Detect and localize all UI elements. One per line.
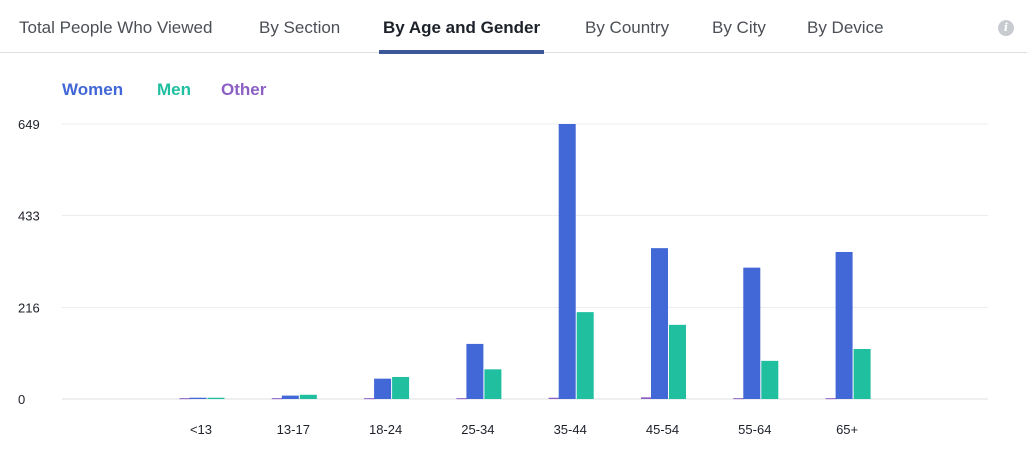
bar-men[interactable]: [853, 349, 871, 399]
bar-other[interactable]: [179, 398, 191, 400]
bar-women[interactable]: [466, 343, 484, 399]
tab-by-section[interactable]: By Section: [259, 18, 341, 37]
bar-men[interactable]: [299, 394, 317, 399]
legend-other[interactable]: Other: [221, 80, 267, 99]
bar-women[interactable]: [374, 378, 392, 399]
bar-men[interactable]: [392, 376, 410, 399]
legend-men[interactable]: Men: [157, 80, 191, 99]
bar-other[interactable]: [271, 398, 283, 400]
bar-other[interactable]: [548, 397, 560, 399]
tab-total-people-who-viewed[interactable]: Total People Who Viewed: [19, 18, 213, 37]
tab-by-device[interactable]: By Device: [807, 18, 884, 37]
x-category-label: 35-44: [554, 422, 587, 437]
x-category-label: <13: [190, 422, 212, 437]
y-tick-label: 649: [18, 117, 40, 132]
x-category-label: 55-64: [738, 422, 771, 437]
bar-men[interactable]: [669, 324, 686, 399]
y-tick-label: 216: [18, 300, 40, 315]
x-category-label: 18-24: [369, 422, 402, 437]
x-category-label: 45-54: [646, 422, 679, 437]
info-icon[interactable]: i: [998, 20, 1014, 36]
tab-by-country[interactable]: By Country: [585, 18, 670, 37]
tab-bar: Total People Who Viewed By Section By Ag…: [0, 0, 1027, 54]
bar-men[interactable]: [207, 397, 225, 399]
y-tick-label: 433: [18, 209, 40, 224]
tab-by-age-and-gender[interactable]: By Age and Gender: [378, 0, 545, 54]
y-tick-label: 0: [18, 392, 25, 407]
bar-men[interactable]: [761, 360, 779, 399]
bar-women[interactable]: [743, 267, 761, 399]
tab-by-city[interactable]: By City: [712, 18, 766, 37]
bar-women[interactable]: [189, 397, 207, 399]
bar-women[interactable]: [651, 248, 668, 399]
bar-chart: 0 216 433 649 <13 13-17 18-24 25-34 35-44 45-54 5…: [18, 117, 988, 437]
bar-men[interactable]: [576, 312, 594, 399]
legend-women[interactable]: Women: [62, 80, 124, 99]
bar-women[interactable]: [281, 395, 299, 399]
bar-men[interactable]: [484, 369, 502, 399]
bar-other[interactable]: [641, 397, 652, 399]
x-category-label: 13-17: [277, 422, 310, 437]
bar-women[interactable]: [835, 251, 853, 399]
bar-other[interactable]: [733, 398, 745, 400]
bar-other[interactable]: [825, 398, 837, 400]
bar-other[interactable]: [456, 398, 468, 400]
x-category-label: 65+: [836, 422, 858, 437]
bar-other[interactable]: [364, 398, 376, 400]
bar-women[interactable]: [558, 124, 576, 399]
x-category-label: 25-34: [461, 422, 494, 437]
